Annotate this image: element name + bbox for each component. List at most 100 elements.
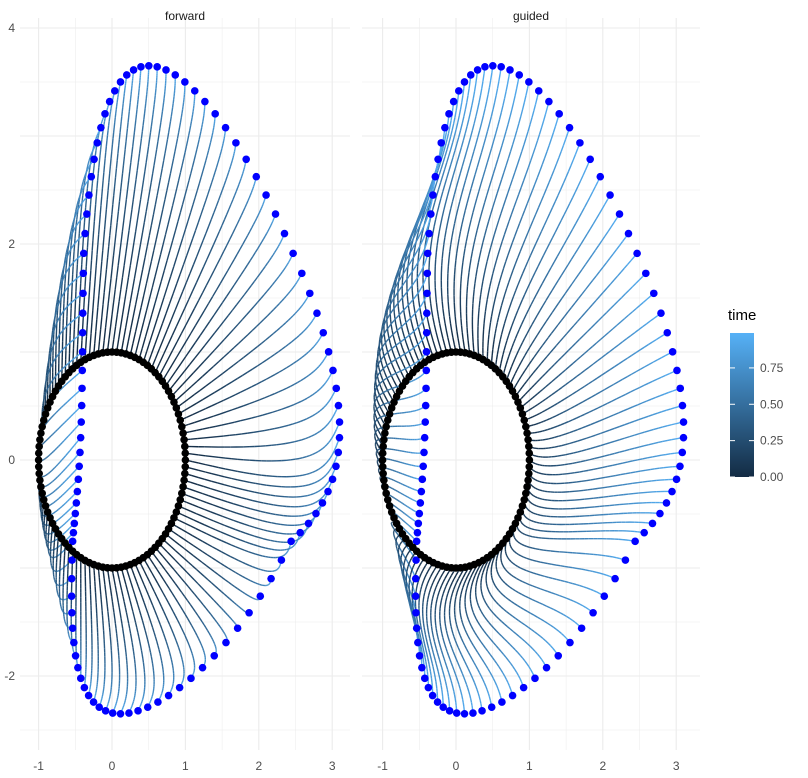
trajectory-segment [532,454,535,457]
trajectory-segment [129,633,133,639]
trajectory-segment [541,429,546,432]
trajectory-segment [321,476,325,480]
trajectory-segment [202,650,205,653]
trajectory-segment [675,422,680,425]
trajectory-segment [69,447,73,452]
trajectory-segment [565,234,571,241]
trajectory-segment [644,430,650,433]
trajectory-segment [265,336,270,341]
trajectory-segment [216,621,219,625]
trajectory-segment [221,551,227,555]
trajectory-segment [219,189,223,196]
trajectory-segment [104,152,107,159]
trajectory-segment [140,131,143,139]
trajectory-segment [161,628,165,634]
trajectory-segment [165,615,169,621]
trajectory-segment [319,429,323,433]
trajectory-segment [551,378,556,383]
trajectory-segment [554,302,560,309]
trajectory-segment [660,355,666,359]
trajectory-segment [322,463,326,467]
trajectory-segment [571,191,576,199]
trajectory-segment [215,529,222,533]
trajectory-segment [577,427,582,431]
trajectory-segment [223,333,230,340]
trajectory-segment [289,546,292,549]
trajectory-segment [625,391,631,395]
trajectory-segment [501,354,504,360]
trajectory-segment [275,569,277,572]
trajectory-segment [117,602,120,608]
trajectory-segment [162,546,168,553]
trajectory-segment [51,333,54,337]
trajectory-segment [580,460,586,463]
trajectory-segment [664,373,670,377]
trajectory-segment [309,347,313,351]
end-point [70,519,79,528]
trajectory-segment [512,263,516,271]
trajectory-segment [207,296,214,305]
trajectory-segment [331,435,334,439]
trajectory-segment [106,190,109,200]
trajectory-segment [60,568,63,570]
trajectory-segment [287,260,290,264]
trajectory-segment [81,201,84,204]
trajectory-segment [187,516,194,521]
trajectory-segment [650,396,656,400]
trajectory-segment [154,195,158,205]
trajectory-segment [545,316,550,323]
trajectory-segment [166,319,173,330]
trajectory-segment [65,452,69,457]
trajectory-segment [52,449,56,453]
trajectory-segment [103,218,107,230]
trajectory-segment [300,399,305,403]
trajectory-segment [230,510,237,514]
trajectory-segment [124,647,127,653]
trajectory-segment [78,195,81,199]
trajectory-segment [592,218,597,225]
trajectory-segment [596,374,602,379]
trajectory-segment [629,434,635,438]
trajectory-segment [95,254,98,266]
trajectory-segment [64,260,67,264]
trajectory-segment [190,437,198,440]
trajectory-segment [52,322,55,327]
trajectory-segment [62,421,66,425]
trajectory-segment [513,315,517,322]
trajectory-segment [226,542,232,546]
trajectory-segment [180,656,183,660]
trajectory-segment [64,466,68,470]
trajectory-segment [227,169,231,174]
trajectory-segment [209,425,216,429]
trajectory-segment [129,162,132,172]
trajectory-segment [279,514,284,517]
trajectory-segment [193,593,199,599]
trajectory-segment [50,492,53,495]
trajectory-segment [272,252,276,256]
trajectory-segment [328,485,331,489]
trajectory-segment [597,405,603,409]
trajectory-segment [68,461,72,466]
trajectory-segment [242,207,246,212]
trajectory-segment [86,165,89,170]
trajectory-segment [251,552,256,555]
trajectory-segment [270,373,276,378]
trajectory-segment [163,260,168,271]
trajectory-segment [190,525,197,530]
trajectory-segment [543,356,548,361]
trajectory-segment [98,571,100,578]
trajectory-segment [215,602,220,607]
trajectory-segment [222,631,226,634]
trajectory-segment [192,544,199,550]
end-point [80,683,89,692]
trajectory-segment [620,267,625,273]
trajectory-segment [263,315,268,320]
trajectory-segment [59,516,63,519]
trajectory-segment [56,508,59,512]
trajectory-segment [246,498,253,502]
trajectory-segment [171,107,174,112]
trajectory-segment [186,571,192,577]
trajectory-segment [149,329,155,341]
trajectory-segment [638,276,644,281]
trajectory-segment [57,461,61,465]
